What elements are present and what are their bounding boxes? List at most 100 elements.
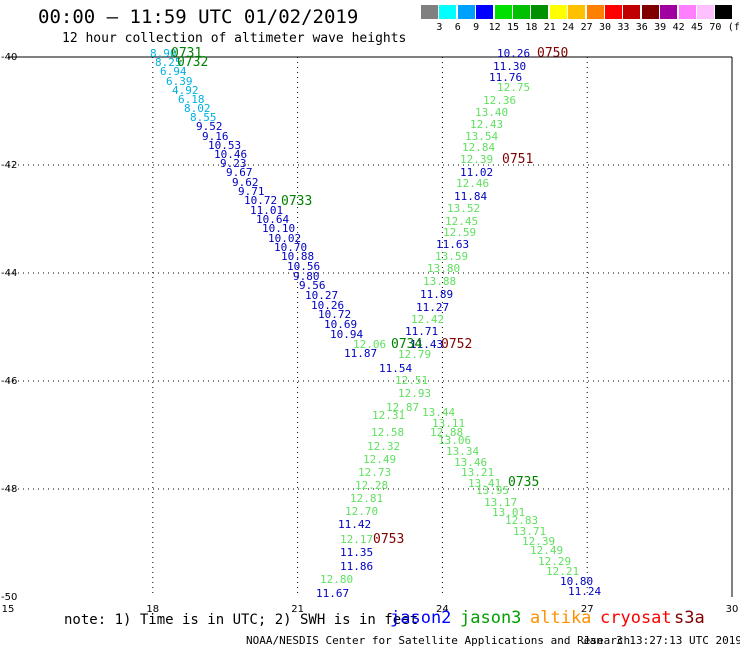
wave-height-label: 10.02: [268, 232, 301, 245]
wave-height-label: 12.43: [470, 118, 503, 131]
wave-height-label: 11.24: [568, 585, 601, 598]
wave-height-label: 9.16: [202, 130, 229, 143]
wave-height-label: 13.17: [484, 496, 517, 509]
footer-note: note: 1) Time is in UTC; 2) SWH is in fe…: [64, 612, 419, 628]
wave-height-label: 10.70: [274, 241, 307, 254]
wave-height-label: 9.52: [196, 120, 223, 133]
wave-height-label: 12.84: [462, 141, 495, 154]
wave-height-label: 11.35: [340, 546, 373, 559]
pass-time-label: 0734: [391, 337, 422, 352]
wave-height-label: 12.42: [411, 313, 444, 326]
legend-label: 9: [473, 22, 480, 33]
wave-height-label: 12.21: [546, 565, 579, 578]
wave-height-label: 13.54: [465, 130, 498, 143]
legend-label: 18: [525, 22, 538, 33]
legend-label: 36: [635, 22, 648, 33]
legend-swatch: [513, 5, 530, 19]
pass-time-label: 0750: [537, 46, 568, 61]
wave-height-label: 9.67: [226, 166, 253, 179]
legend-label: 21: [543, 22, 556, 33]
wave-height-label: 12.81: [350, 492, 383, 505]
wave-height-label: 11.42: [338, 518, 371, 531]
map-title: 00:00 – 11:59 UTC 01/02/2019: [38, 6, 359, 28]
wave-height-label: 10.72: [318, 308, 351, 321]
wave-height-label: 12.88: [430, 426, 463, 439]
wave-height-label: 11.87: [344, 347, 377, 360]
legend-swatch: [549, 5, 567, 19]
wave-height-label: 10.72: [244, 194, 277, 207]
wave-height-label: 6.18: [178, 93, 205, 106]
wave-height-label: 12.46: [456, 177, 489, 190]
lat-tick-label: -46: [1, 376, 17, 387]
wave-height-label: 12.36: [483, 94, 516, 107]
wave-height-label: 10.88: [281, 250, 314, 263]
wave-height-label: 10.26: [311, 299, 344, 312]
wave-height-label: 10.94: [330, 328, 363, 341]
wave-height-label: 11.86: [340, 560, 373, 573]
wave-height-label: 9.56: [299, 279, 326, 292]
lon-tick-label: 18: [146, 604, 159, 615]
lat-tick-label: -50: [1, 592, 17, 603]
satellite-name-altika: altika: [530, 608, 592, 628]
wave-height-label: 11.54: [379, 362, 412, 375]
wave-height-label: 10.10: [262, 222, 295, 235]
legend-label: 24: [562, 22, 575, 33]
lat-tick-label: -40: [1, 52, 17, 63]
legend-swatch: [641, 5, 659, 19]
satellite-name-s3a: s3a: [674, 608, 705, 628]
pass-time-label: 0735: [508, 475, 539, 490]
legend-swatch: [715, 5, 733, 19]
wave-height-label: 10.26: [497, 47, 530, 60]
pass-time-label: 0732: [177, 55, 208, 70]
wave-height-label: 13.40: [475, 106, 508, 119]
footer-timestamp: Jan 3 13:27:13 UTC 2019: [583, 634, 740, 647]
legend-swatch: [531, 5, 549, 19]
wave-height-label: 12.49: [363, 453, 396, 466]
lat-tick-label: -42: [1, 160, 17, 171]
wave-height-label: 13.34: [446, 445, 479, 458]
legend-label: 30: [598, 22, 612, 33]
wave-height-label: 12.93: [398, 387, 431, 400]
pass-time-label: 0751: [502, 152, 533, 167]
legend-swatch: [605, 5, 622, 19]
satellite-name-cryosat: cryosat: [600, 608, 672, 628]
wave-height-label: 12.39: [460, 153, 493, 166]
wave-height-label: 12.70: [345, 505, 378, 518]
legend-swatch: [421, 5, 438, 19]
wave-height-label: 12.39: [522, 535, 555, 548]
wave-height-label: 11.63: [436, 238, 469, 251]
wave-height-label: 13.71: [513, 525, 546, 538]
satellite-name-jason2: jason2: [390, 608, 452, 628]
map-subtitle: 12 hour collection of altimeter wave hei…: [62, 31, 407, 46]
wave-height-label: 11.89: [420, 288, 453, 301]
legend-label: 42: [672, 22, 685, 33]
legend-label: 33: [617, 22, 630, 33]
wave-height-label: 13.44: [422, 406, 455, 419]
wave-height-label: 12.58: [371, 426, 404, 439]
lon-tick-label: 27: [581, 604, 594, 615]
wave-height-label: 13.52: [447, 202, 480, 215]
wave-height-label: 11.84: [454, 190, 487, 203]
legend-label: 45: [690, 22, 704, 33]
wave-height-label: 11.67: [316, 587, 349, 600]
wave-height-label: 11.43: [410, 338, 443, 351]
wave-height-label: 12.29: [538, 555, 571, 568]
wave-height-label: 13.11: [432, 417, 465, 430]
legend-swatch: [457, 5, 475, 19]
wave-height-label: 12.83: [505, 514, 538, 527]
wave-height-label: 6.94: [160, 65, 187, 78]
wave-height-label: 10.53: [208, 139, 241, 152]
wave-height-label: 12.49: [530, 544, 563, 557]
wave-height-label: 11.02: [460, 166, 493, 179]
wave-height-label: 13.80: [427, 262, 460, 275]
wave-height-label: 12.73: [358, 466, 391, 479]
legend-label: (ft): [727, 22, 740, 33]
wave-height-label: 11.30: [493, 60, 526, 73]
wave-height-label: 10.56: [287, 260, 320, 273]
lon-tick-label: 21: [291, 604, 304, 615]
wave-height-label: 8.55: [190, 111, 217, 124]
legend-label: 70: [709, 22, 722, 33]
legend-swatch: [623, 5, 641, 19]
wave-height-label: 10.27: [305, 289, 338, 302]
